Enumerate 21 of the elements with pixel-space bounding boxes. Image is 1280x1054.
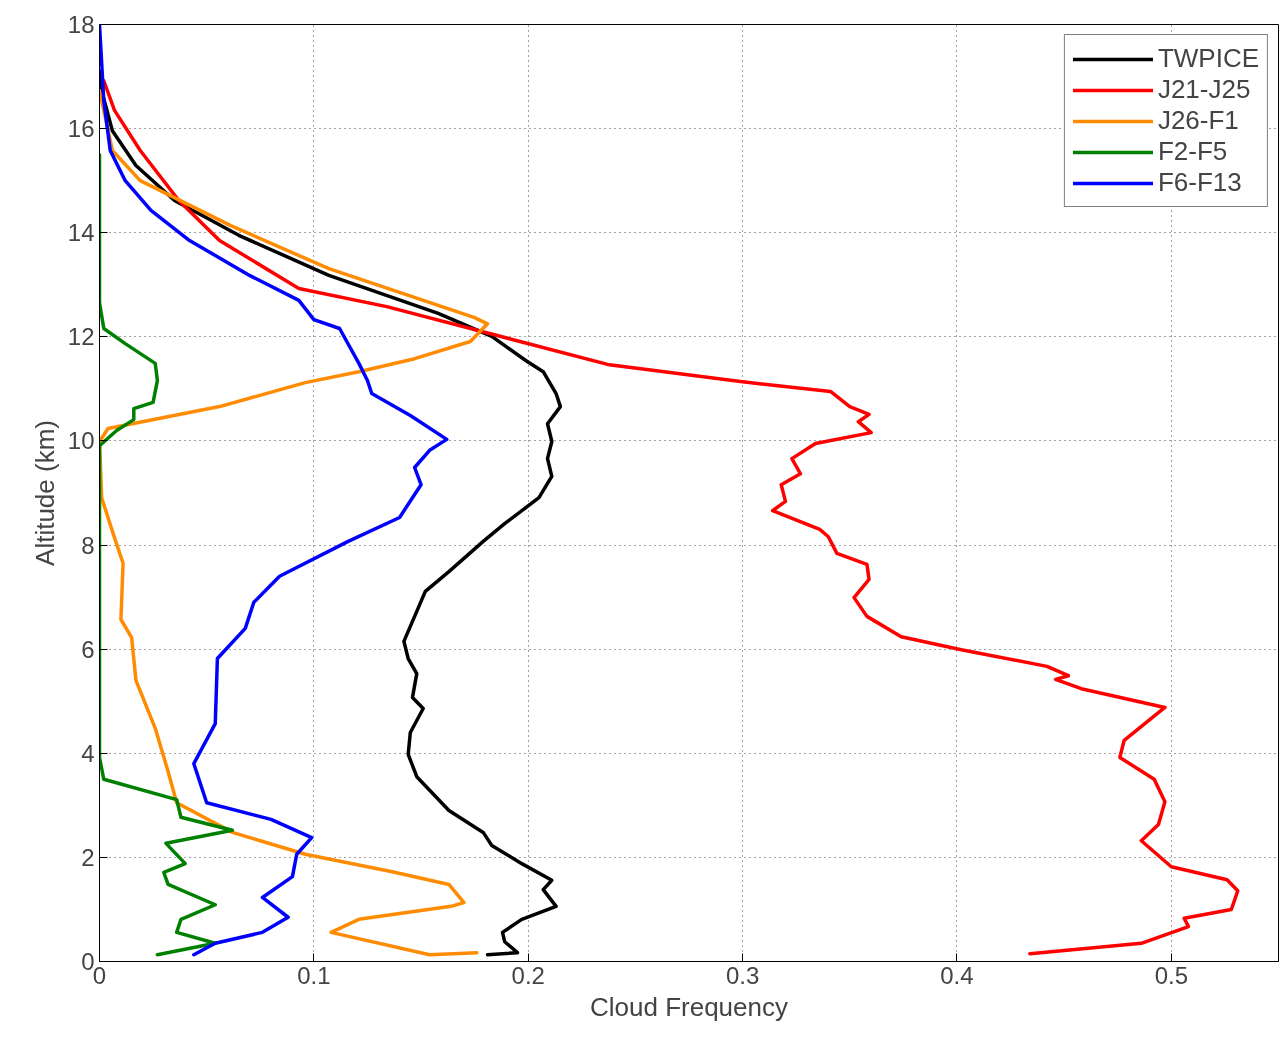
x-tick-label: 0.2 bbox=[511, 961, 545, 989]
x-tick-label: 0.1 bbox=[297, 961, 331, 989]
y-tick-label: 14 bbox=[67, 219, 95, 247]
y-tick-label: 4 bbox=[81, 739, 95, 767]
legend-label: TWPICE bbox=[1157, 43, 1259, 74]
y-tick-label: 8 bbox=[81, 531, 95, 559]
legend-label: J21-J25 bbox=[1157, 74, 1251, 105]
y-axis-title: Altitude (km) bbox=[29, 420, 60, 566]
x-axis-title: Cloud Frequency bbox=[590, 991, 788, 1022]
x-tick-label: 0.5 bbox=[1154, 961, 1189, 989]
legend-label: F2-F5 bbox=[1157, 136, 1228, 167]
y-tick-label: 6 bbox=[81, 635, 95, 663]
y-tick-label: 18 bbox=[67, 11, 95, 38]
legend-label: F6-F13 bbox=[1157, 167, 1242, 198]
y-tick-label: 12 bbox=[67, 323, 95, 351]
x-tick-label: 0.3 bbox=[725, 961, 760, 989]
y-tick-label: 10 bbox=[67, 427, 95, 455]
legend-label: J26-F1 bbox=[1157, 105, 1239, 136]
y-tick-label: 2 bbox=[81, 843, 95, 871]
x-tick-label: 0.4 bbox=[940, 961, 974, 989]
y-tick-label: 16 bbox=[67, 115, 95, 143]
